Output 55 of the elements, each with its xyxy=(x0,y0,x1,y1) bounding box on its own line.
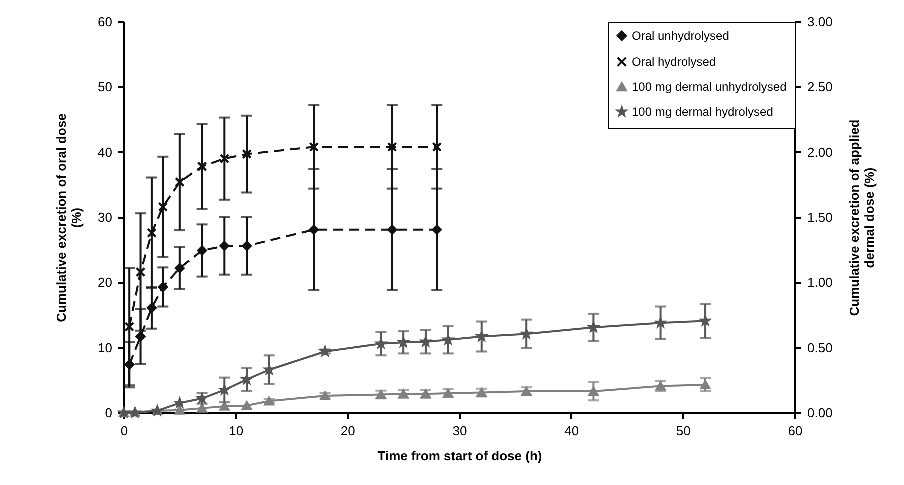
point xyxy=(197,162,208,172)
point xyxy=(146,303,157,314)
y2-axis-title: Cumulative excretion of applied dermal dose (%) xyxy=(846,120,877,316)
y-tick-label: 60 xyxy=(98,14,112,30)
legend-label: 100 mg dermal hydrolysed xyxy=(632,105,774,119)
y-tick-label: 20 xyxy=(98,275,112,290)
point xyxy=(387,142,398,152)
legend-label: Oral unhydrolysed xyxy=(632,29,730,43)
point xyxy=(432,142,442,152)
y2-tick-label: 2.00 xyxy=(808,144,833,160)
x-tick-label: 30 xyxy=(452,424,468,438)
point xyxy=(220,402,230,411)
point xyxy=(136,267,146,278)
point xyxy=(309,224,320,235)
y-tick-label: 0 xyxy=(105,406,112,420)
y2-tick-label: 2.50 xyxy=(808,80,833,95)
x-tick-label: 40 xyxy=(564,424,580,438)
legend-label: 100 mg dermal unhydrolysed xyxy=(632,80,787,94)
point xyxy=(158,282,168,292)
point xyxy=(432,224,442,235)
point xyxy=(220,241,230,252)
y-tick-label: 30 xyxy=(98,210,112,225)
y-tick-label: 10 xyxy=(98,340,112,356)
point xyxy=(174,406,185,415)
y2-tick-label: 3.00 xyxy=(808,14,833,30)
point xyxy=(197,404,208,413)
x-tick-label: 10 xyxy=(229,424,244,438)
point xyxy=(174,263,185,274)
point xyxy=(158,202,168,212)
point xyxy=(242,149,252,160)
point xyxy=(136,332,146,342)
y2-tick-label: 1.50 xyxy=(808,210,833,225)
point xyxy=(700,380,711,390)
y-tick-label: 40 xyxy=(98,144,112,160)
y-axis-title: Cumulative excretion of oral dose (%) xyxy=(54,114,84,322)
legend-label: Oral hydrolysed xyxy=(632,55,716,69)
x-tick-label: 50 xyxy=(676,424,691,438)
y-tick-label: 50 xyxy=(98,80,112,95)
x-tick-label: 60 xyxy=(788,424,803,438)
y2-tick-label: 1.00 xyxy=(808,275,833,290)
x-axis-title: Time from start of dose (h) xyxy=(378,448,542,464)
point xyxy=(387,224,398,235)
point xyxy=(197,246,208,256)
point xyxy=(242,241,252,252)
y2-tick-label: 0.50 xyxy=(808,340,833,356)
point xyxy=(220,154,230,164)
point xyxy=(124,322,135,332)
point xyxy=(309,142,320,152)
point xyxy=(174,177,185,188)
point xyxy=(242,401,252,410)
x-tick-label: 20 xyxy=(340,424,356,438)
y2-tick-label: 0.00 xyxy=(808,406,833,420)
point xyxy=(146,228,157,238)
x-tick-label: 0 xyxy=(120,424,128,438)
point xyxy=(588,387,599,396)
